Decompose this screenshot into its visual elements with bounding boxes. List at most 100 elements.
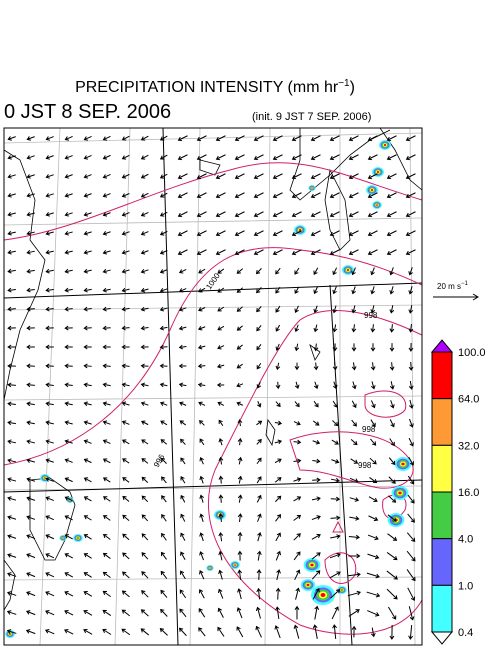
wind-arrow (83, 477, 92, 483)
wind-arrow (351, 324, 357, 333)
wind-arrow (389, 343, 395, 352)
reference-exponent: −1 (461, 281, 469, 287)
rain-cell (310, 563, 314, 567)
wind-arrow (45, 420, 54, 426)
wind-arrow (367, 249, 378, 256)
wind-arrow (256, 325, 262, 332)
wind-arrow (351, 381, 357, 390)
wind-arrow (160, 551, 167, 560)
wind-arrow (83, 609, 93, 616)
wind-arrow (159, 288, 168, 293)
wind-arrow (348, 192, 359, 199)
wind-arrow (45, 401, 54, 407)
wind-arrow (159, 135, 168, 141)
wind-arrow (312, 587, 320, 600)
wind-arrow (26, 458, 35, 463)
wind-arrow (102, 135, 111, 141)
wind-arrow (159, 401, 168, 406)
wind-arrow (83, 401, 92, 407)
wind-arrow (237, 494, 243, 503)
rain-cell (376, 204, 378, 206)
wind-arrow (45, 496, 54, 502)
wind-arrow (351, 419, 357, 427)
wind-arrow (26, 230, 35, 236)
wind-arrow (367, 192, 378, 199)
wind-arrow (121, 306, 130, 312)
wind-arrow (177, 211, 188, 218)
wind-arrow (237, 456, 243, 465)
wind-arrow (311, 552, 321, 560)
graticule (4, 128, 422, 645)
wind-arrow (45, 534, 55, 540)
wind-arrow (121, 609, 130, 617)
wind-arrow (387, 514, 397, 522)
wind-arrow (26, 306, 35, 312)
wind-arrow (26, 439, 35, 445)
wind-arrow (45, 439, 54, 444)
wind-arrow (367, 135, 378, 142)
wind-arrow (64, 174, 73, 179)
wind-arrow (64, 249, 73, 255)
wind-arrow (140, 154, 149, 160)
wind-arrow (349, 477, 359, 483)
wind-arrow (329, 192, 340, 199)
wind-arrow (370, 438, 377, 446)
colorbar-label: 16.0 (458, 487, 479, 499)
wind-arrow (332, 267, 338, 276)
wind-arrow (64, 325, 73, 331)
wind-arrow (64, 268, 73, 274)
rain-cell (209, 567, 211, 569)
wind-arrow (140, 250, 149, 255)
wind-arrow (177, 154, 188, 161)
wind-arrow (26, 211, 35, 217)
rain-cell (346, 269, 350, 271)
wind-arrow (6, 591, 17, 596)
wind-arrow (102, 363, 111, 369)
wind-arrow (255, 625, 262, 638)
wind-arrow (276, 569, 281, 581)
wind-arrow (236, 344, 243, 350)
wind-arrow (348, 211, 359, 218)
wind-arrow (312, 458, 321, 464)
wind-arrow (83, 363, 92, 369)
wind-arrow (64, 136, 73, 141)
wind-arrow (295, 587, 301, 600)
wind-arrow (386, 230, 397, 237)
wind-arrow (6, 610, 17, 615)
wind-arrow (26, 553, 36, 559)
wind-arrow (272, 154, 283, 161)
wind-arrow (141, 495, 149, 503)
wind-arrow (26, 420, 35, 426)
wind-arrow (351, 400, 357, 409)
wind-arrow (64, 287, 73, 293)
wind-arrow (102, 590, 111, 598)
wind-arrow (291, 192, 302, 199)
wind-arrow (83, 515, 92, 521)
wind-arrow (348, 173, 359, 180)
wind-arrow (179, 608, 187, 618)
wind-arrow (178, 344, 187, 350)
wind-arrow (255, 606, 261, 619)
wind-arrow (64, 155, 73, 160)
wind-arrow (274, 495, 282, 503)
wind-arrow (348, 249, 359, 256)
wind-arrow (121, 212, 130, 217)
contour-label: 998 (358, 461, 372, 470)
wind-arrow (160, 439, 168, 445)
wind-arrow (407, 513, 415, 523)
title: PRECIPITATION INTENSITY (mm hr−1) (75, 78, 355, 96)
colorbar-label: 1.0 (458, 580, 473, 592)
wind-arrow (217, 287, 225, 293)
wind-arrow (7, 477, 17, 482)
wind-arrow (180, 570, 186, 580)
wind-arrow (215, 135, 226, 142)
wind-arrow (45, 610, 55, 616)
wind-arrow (102, 268, 111, 274)
wind-arrow (275, 550, 281, 561)
wind-arrow (234, 154, 245, 161)
wind-arrow (329, 135, 340, 142)
wind-arrow (141, 533, 149, 541)
colorbar-segment (431, 491, 453, 540)
wind-arrow (64, 230, 73, 236)
wind-arrow (161, 532, 167, 541)
